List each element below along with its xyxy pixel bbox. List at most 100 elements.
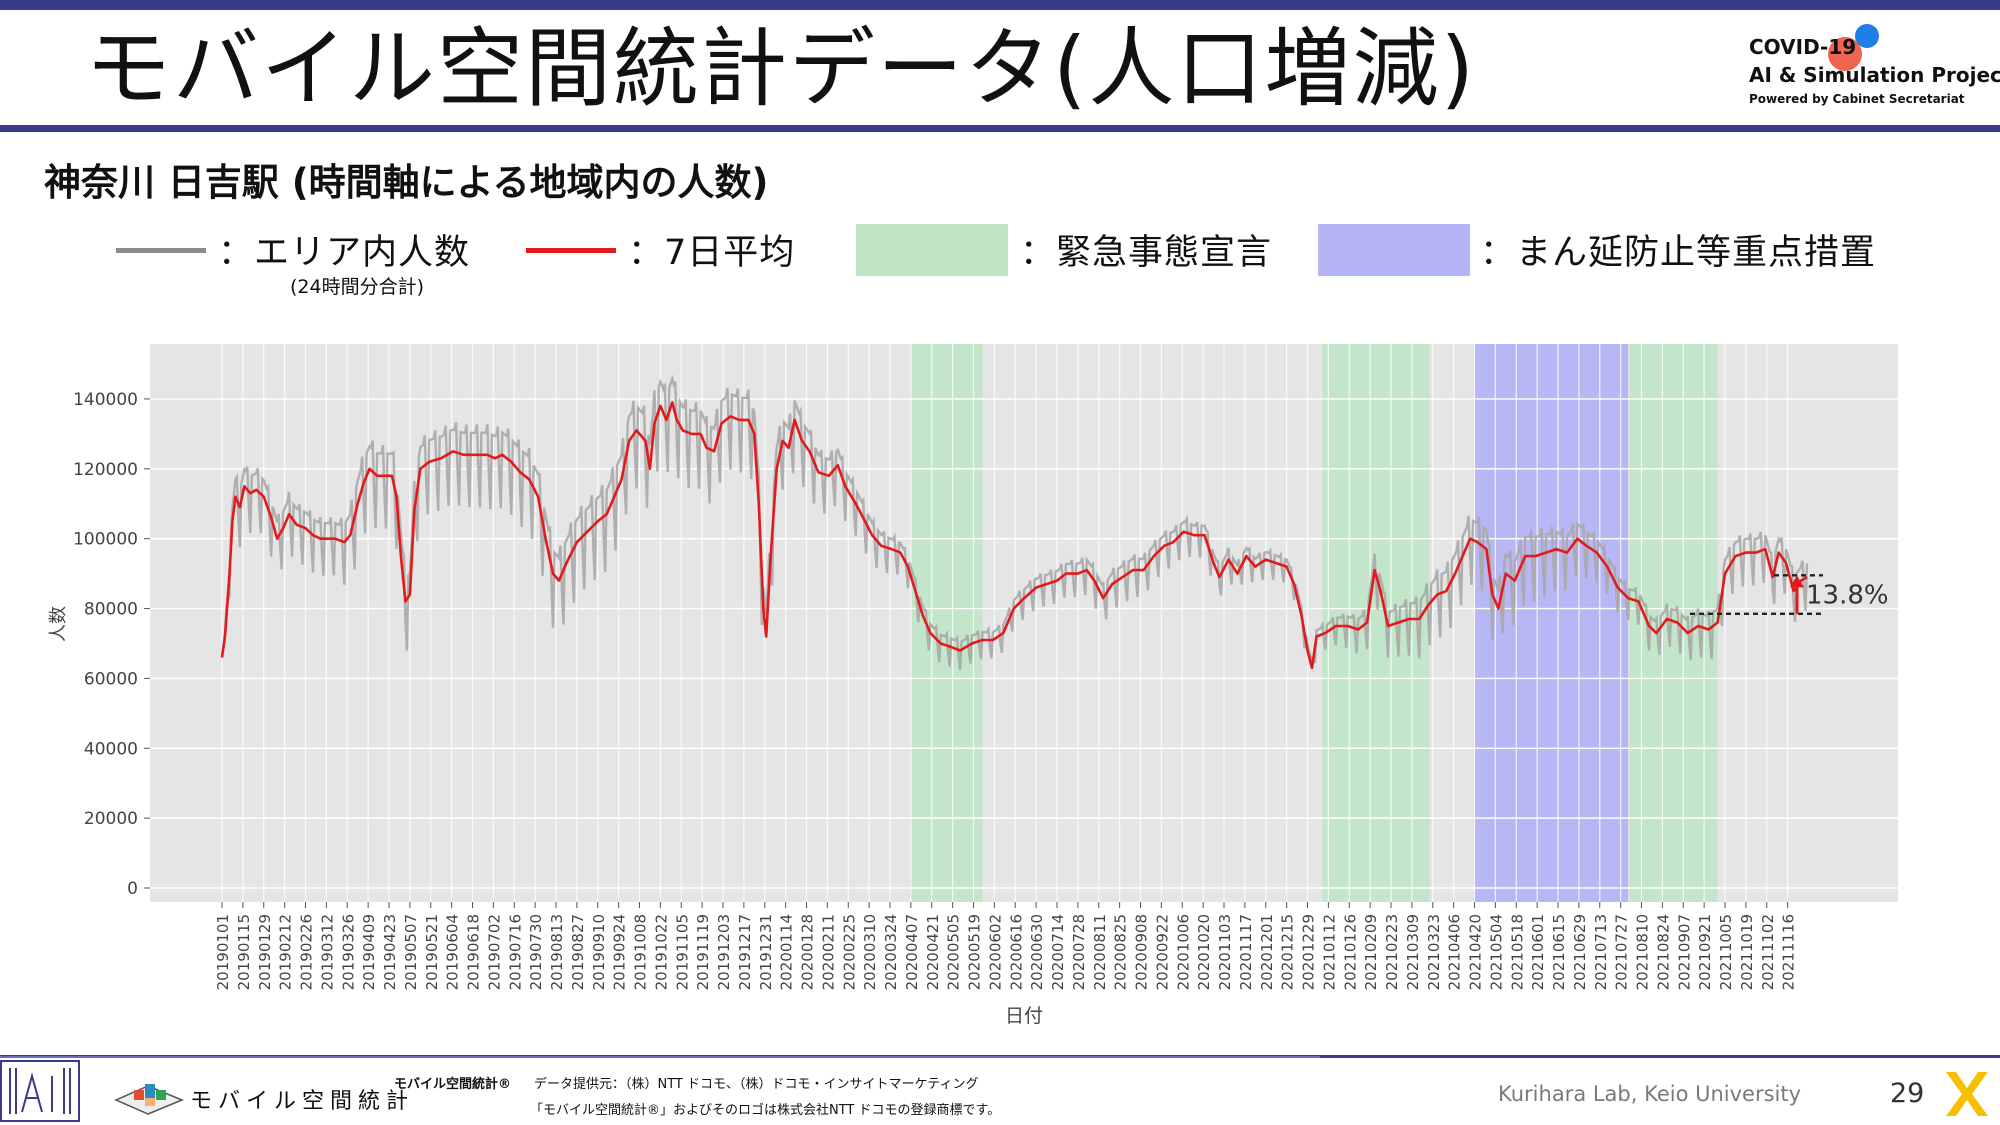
x-tick-label: 20201229 <box>1300 914 1318 990</box>
x-axis-ticks: 20190101 20190115 20190129 20190212 20190226… <box>214 902 1798 990</box>
y-tick-label: 140000 <box>73 390 138 410</box>
x-tick-label: 20210112 <box>1320 914 1338 990</box>
x-tick-label: 20210406 <box>1446 914 1464 990</box>
x-tick-label: 20210223 <box>1383 914 1401 990</box>
priority-band <box>1474 344 1629 902</box>
x-tick-label: 20190212 <box>277 914 295 990</box>
emergency-band <box>910 344 983 902</box>
footer-divider-accent <box>0 1056 1320 1058</box>
x-tick-label: 20200811 <box>1091 914 1109 990</box>
y-axis-ticks: 0 20000 40000 60000 80000 100000 120000 140000 <box>73 390 150 899</box>
x-tick-label: 20200922 <box>1153 914 1171 990</box>
x-tick-label: 20191217 <box>736 914 754 990</box>
page-number: 29 <box>1890 1078 1925 1109</box>
x-tick-label: 20210209 <box>1362 914 1380 990</box>
y-tick-label: 20000 <box>84 809 138 829</box>
x-tick-label: 20210629 <box>1571 914 1589 990</box>
x-tick-label: 20211102 <box>1759 914 1777 990</box>
y-tick-label: 40000 <box>84 739 138 759</box>
x-tick-label: 20200630 <box>1028 914 1046 990</box>
x-tick-label: 20210615 <box>1550 914 1568 990</box>
x-tick-label: 20210518 <box>1508 914 1526 990</box>
x-tick-label: 20210601 <box>1529 914 1547 990</box>
y-tick-label: 120000 <box>73 460 138 480</box>
x-tick-label: 20210504 <box>1487 914 1505 990</box>
7日平均-line <box>220 401 1808 670</box>
avg-series-layer <box>220 401 1808 670</box>
gridlines <box>150 344 1898 902</box>
x-tick-label: 20200211 <box>819 914 837 990</box>
エリア内人数-line <box>220 374 1809 671</box>
x-tick-label: 20210309 <box>1404 914 1422 990</box>
x-tick-label: 20190618 <box>465 914 483 990</box>
top-accent-bar <box>0 0 2000 10</box>
population-line-chart: 13.8% 0 20000 40000 60000 80000 100000 120000 1… <box>48 344 1898 1027</box>
x-tick-label: 20210727 <box>1613 914 1631 990</box>
x-tick-label: 20190129 <box>256 914 274 990</box>
lab-logo-icon <box>0 1060 80 1122</box>
data-source-text: データ提供元：（株）NTT ドコモ、（株）ドコモ・インサイトマーケティング <box>534 1077 979 1092</box>
x-tick-label: 20211005 <box>1717 914 1735 990</box>
x-tick-label: 20201201 <box>1258 914 1276 990</box>
x-tick-label: 20200505 <box>945 914 963 990</box>
x-tick-label: 20201020 <box>1195 914 1213 990</box>
x-tick-label: 20210420 <box>1467 914 1485 990</box>
x-tick-label: 20210126 <box>1341 914 1359 990</box>
x-tick-label: 20200324 <box>882 914 900 990</box>
x-tick-label: 20200310 <box>861 914 879 990</box>
y-tick-label: 60000 <box>84 669 138 689</box>
legend-emergency-swatch <box>856 224 1008 276</box>
x-tick-label: 20200407 <box>903 914 921 990</box>
x-tick-label: 20210713 <box>1592 914 1610 990</box>
x-tick-label: 20200825 <box>1112 914 1130 990</box>
x-tick-label: 20201215 <box>1279 914 1297 990</box>
legend-emergency-label: ：緊急事態宣言 <box>1020 233 1273 273</box>
x-tick-label: 20190115 <box>235 914 253 990</box>
x-tick-label: 20200225 <box>840 914 858 990</box>
x-tick-label: 20190226 <box>298 914 316 990</box>
x-tick-label: 20200519 <box>966 914 984 990</box>
x-tick-label: 20191119 <box>694 914 712 990</box>
x-tick-label: 20200602 <box>986 914 1004 990</box>
x-tick-label: 20190326 <box>339 914 357 990</box>
x-tick-label: 20210323 <box>1425 914 1443 990</box>
x-tick-label: 20190521 <box>423 914 441 990</box>
legend-avg-line-swatch <box>526 248 616 253</box>
x-tick-label: 20190409 <box>360 914 378 990</box>
x-tick-label: 20191022 <box>652 914 670 990</box>
logo-line-3: Powered by Cabinet Secretariat <box>1749 92 1965 106</box>
x-tick-label: 20190827 <box>569 914 587 990</box>
x-tick-label: 20191105 <box>673 914 691 990</box>
brand-mark-text: モバイル空間統計® <box>394 1077 512 1092</box>
x-tick-label: 20200421 <box>924 914 942 990</box>
x-tick-label: 20200714 <box>1049 914 1067 990</box>
legend-priority-swatch <box>1318 224 1470 276</box>
page-title: モバイル空間統計データ(人口増減) <box>85 19 1477 119</box>
covid-project-logo: COVID-19 AI & Simulation Project Powered… <box>1745 22 2000 122</box>
x-tick-label: 20200616 <box>1007 914 1025 990</box>
logo-blue-dot-icon <box>1855 24 1879 48</box>
x-tick-label: 20200908 <box>1133 914 1151 990</box>
project-x-logo-icon <box>1946 1072 1988 1116</box>
x-tick-label: 20190924 <box>611 914 629 990</box>
x-tick-label: 20210810 <box>1634 914 1652 990</box>
legend-avg-label: ：7日平均 <box>628 233 796 273</box>
legend-priority-label: ：まん延防止等重点措置 <box>1480 233 1877 273</box>
lab-credit: Kurihara Lab, Keio University <box>1498 1082 1802 1106</box>
x-tick-label: 20190423 <box>381 914 399 990</box>
chart-legend: ：エリア内人数 (24時間分合計) ：7日平均 ：緊急事態宣言 ：まん延防止等重… <box>0 220 2000 300</box>
x-tick-label: 20210824 <box>1654 914 1672 990</box>
x-tick-label: 20190702 <box>485 914 503 990</box>
x-tick-label: 20211116 <box>1780 914 1798 990</box>
legend-raw-note: (24時間分合計) <box>290 276 425 298</box>
x-tick-label: 20200114 <box>778 914 796 990</box>
x-tick-label: 20211019 <box>1738 914 1756 990</box>
x-tick-label: 20191203 <box>715 914 733 990</box>
x-tick-label: 20201103 <box>1216 914 1234 990</box>
increase-annotation: 13.8% <box>1690 574 1889 615</box>
y-tick-label: 0 <box>127 879 138 899</box>
mobile-spatial-stats-brand: モバイル空間統計 <box>112 1076 408 1116</box>
mobile-spatial-stats-cube-icon <box>114 1084 184 1115</box>
header-divider <box>0 125 2000 132</box>
x-tick-label: 20201117 <box>1237 914 1255 990</box>
